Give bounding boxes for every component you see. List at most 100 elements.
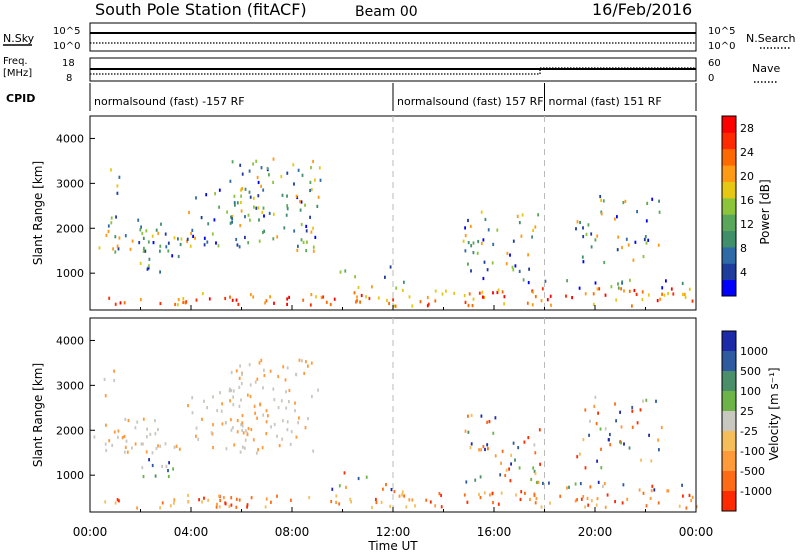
heatmap-cell — [221, 402, 223, 406]
heatmap-cell — [655, 399, 657, 403]
heatmap-cell — [151, 234, 154, 238]
heatmap-cell — [691, 495, 694, 499]
heatmap-cell — [290, 430, 293, 434]
heatmap-cell — [167, 249, 170, 253]
heatmap-cell — [469, 224, 472, 228]
heatmap-cell — [203, 243, 206, 247]
heatmap-cell — [292, 163, 295, 167]
heatmap-cell — [384, 275, 386, 279]
heatmap-cell — [695, 505, 698, 509]
heatmap-cell — [104, 442, 107, 446]
heatmap-cell — [389, 504, 392, 508]
heatmap-cell — [241, 421, 244, 425]
heatmap-cell — [240, 194, 242, 198]
heatmap-cell — [658, 199, 660, 203]
heatmap-cell — [308, 496, 311, 500]
heatmap-cell — [476, 251, 479, 255]
heatmap-cell — [282, 419, 284, 423]
heatmap-cell — [305, 360, 307, 364]
colorbar-swatch — [722, 279, 736, 297]
heatmap-cell — [472, 241, 475, 245]
heatmap-cell — [121, 436, 124, 440]
power-colorbar-label: Power [dB] — [758, 179, 772, 244]
heatmap-cell — [258, 361, 261, 365]
heatmap-cell — [586, 496, 589, 500]
heatmap-cell — [480, 414, 483, 418]
heatmap-cell — [277, 374, 280, 379]
colorbar-tick-label: 500 — [740, 365, 761, 378]
heatmap-cell — [134, 442, 137, 446]
heatmap-cell — [236, 243, 239, 247]
heatmap-cell — [254, 380, 257, 384]
heatmap-cell — [269, 369, 272, 373]
heatmap-cell — [123, 301, 126, 305]
heatmap-cell — [597, 411, 599, 415]
heatmap-cell — [262, 230, 264, 235]
x-tick-label: 00:00 — [73, 525, 108, 539]
heatmap-cell — [258, 218, 260, 222]
heatmap-cell — [286, 204, 289, 208]
heatmap-cell — [544, 279, 547, 283]
cpid-segment-label: normalsound (fast) 157 RF — [397, 95, 544, 108]
heatmap-cell — [205, 193, 208, 197]
heatmap-cell — [273, 398, 276, 402]
colorbar-swatch — [722, 331, 736, 352]
heatmap-cell — [532, 290, 535, 294]
heatmap-cell — [136, 420, 139, 424]
heatmap-cell — [191, 411, 194, 415]
heatmap-cell — [681, 292, 684, 296]
heatmap-cell — [587, 503, 590, 507]
x-tick-label: 00:00 — [679, 525, 714, 539]
freq-label-line1: Freq. — [3, 56, 28, 67]
heatmap-cell — [159, 506, 161, 510]
colorbar-swatch — [722, 116, 736, 133]
heatmap-cell — [111, 443, 114, 447]
heatmap-cell — [492, 501, 494, 505]
heatmap-cell — [590, 499, 593, 503]
heatmap-cell — [157, 427, 159, 432]
heatmap-cell — [218, 205, 220, 209]
heatmap-cell — [265, 432, 268, 436]
heatmap-cell — [252, 162, 254, 166]
heatmap-cell — [636, 421, 639, 425]
heatmap-cell — [401, 288, 404, 292]
heatmap-cell — [145, 450, 148, 454]
heatmap-cell — [160, 222, 162, 226]
colorbar-swatch — [722, 263, 736, 281]
y-tick-label: 1000 — [56, 469, 84, 482]
heatmap-cell — [265, 299, 268, 303]
heatmap-cell — [307, 417, 309, 421]
heatmap-cell — [262, 206, 265, 210]
colorbar-tick-label: -100 — [740, 445, 765, 458]
heatmap-cell — [681, 281, 684, 285]
heatmap-cell — [107, 224, 110, 228]
velocity-ylabel: Slant Range [km] — [31, 363, 45, 467]
heatmap-cell — [117, 435, 119, 439]
heatmap-cell — [195, 434, 197, 438]
heatmap-cell — [641, 297, 644, 302]
heatmap-cell — [631, 405, 634, 410]
heatmap-cell — [537, 213, 539, 217]
heatmap-cell — [542, 481, 544, 485]
heatmap-cell — [631, 425, 634, 429]
heatmap-cell — [666, 489, 669, 493]
heatmap-cell — [375, 497, 377, 502]
colorbar-tick-label: -500 — [740, 465, 765, 478]
heatmap-cell — [353, 291, 356, 295]
heatmap-cell — [477, 239, 480, 244]
heatmap-cell — [297, 168, 300, 172]
heatmap-cell — [229, 387, 231, 391]
heatmap-cell — [261, 446, 264, 450]
heatmap-cell — [478, 291, 481, 295]
heatmap-cell — [650, 489, 653, 493]
heatmap-cell — [527, 436, 530, 440]
heatmap-cell — [584, 505, 586, 509]
heatmap-cell — [173, 236, 176, 240]
heatmap-cell — [246, 433, 249, 437]
heatmap-cell — [501, 290, 504, 294]
heatmap-cell — [301, 173, 304, 177]
heatmap-cell — [240, 382, 243, 386]
heatmap-cell — [214, 192, 216, 196]
heatmap-cell — [212, 395, 214, 399]
heatmap-cell — [207, 498, 210, 502]
